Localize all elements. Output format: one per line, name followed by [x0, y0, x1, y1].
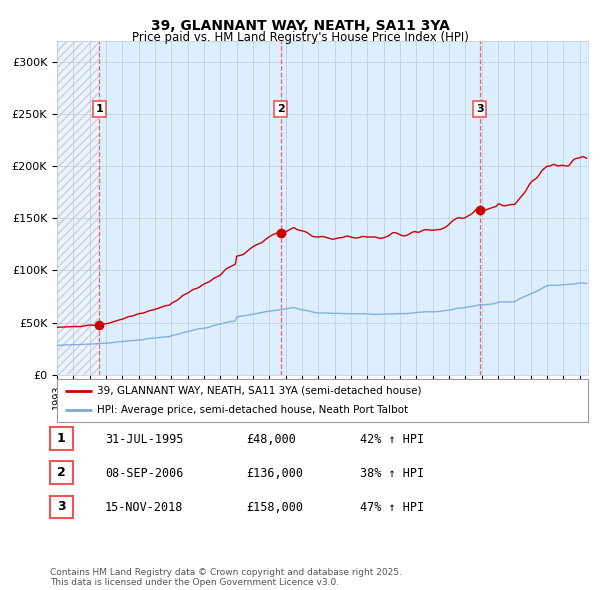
Text: 2: 2	[277, 104, 284, 114]
Text: £48,000: £48,000	[246, 433, 296, 446]
Text: 15-NOV-2018: 15-NOV-2018	[105, 502, 184, 514]
Text: Price paid vs. HM Land Registry's House Price Index (HPI): Price paid vs. HM Land Registry's House …	[131, 31, 469, 44]
Text: 47% ↑ HPI: 47% ↑ HPI	[360, 502, 424, 514]
Text: 3: 3	[57, 500, 65, 513]
Text: 08-SEP-2006: 08-SEP-2006	[105, 467, 184, 480]
Text: HPI: Average price, semi-detached house, Neath Port Talbot: HPI: Average price, semi-detached house,…	[97, 405, 408, 415]
Bar	[57, 41, 99, 375]
Bar	[57, 41, 99, 375]
Text: 1: 1	[95, 104, 103, 114]
Text: 42% ↑ HPI: 42% ↑ HPI	[360, 433, 424, 446]
Text: £136,000: £136,000	[246, 467, 303, 480]
Text: Contains HM Land Registry data © Crown copyright and database right 2025.
This d: Contains HM Land Registry data © Crown c…	[50, 568, 401, 587]
Text: 39, GLANNANT WAY, NEATH, SA11 3YA: 39, GLANNANT WAY, NEATH, SA11 3YA	[151, 19, 449, 34]
Text: £158,000: £158,000	[246, 502, 303, 514]
Text: 39, GLANNANT WAY, NEATH, SA11 3YA (semi-detached house): 39, GLANNANT WAY, NEATH, SA11 3YA (semi-…	[97, 386, 421, 396]
Text: 3: 3	[476, 104, 484, 114]
Text: 31-JUL-1995: 31-JUL-1995	[105, 433, 184, 446]
Text: 38% ↑ HPI: 38% ↑ HPI	[360, 467, 424, 480]
Text: 2: 2	[57, 466, 65, 479]
Text: 1: 1	[57, 432, 65, 445]
